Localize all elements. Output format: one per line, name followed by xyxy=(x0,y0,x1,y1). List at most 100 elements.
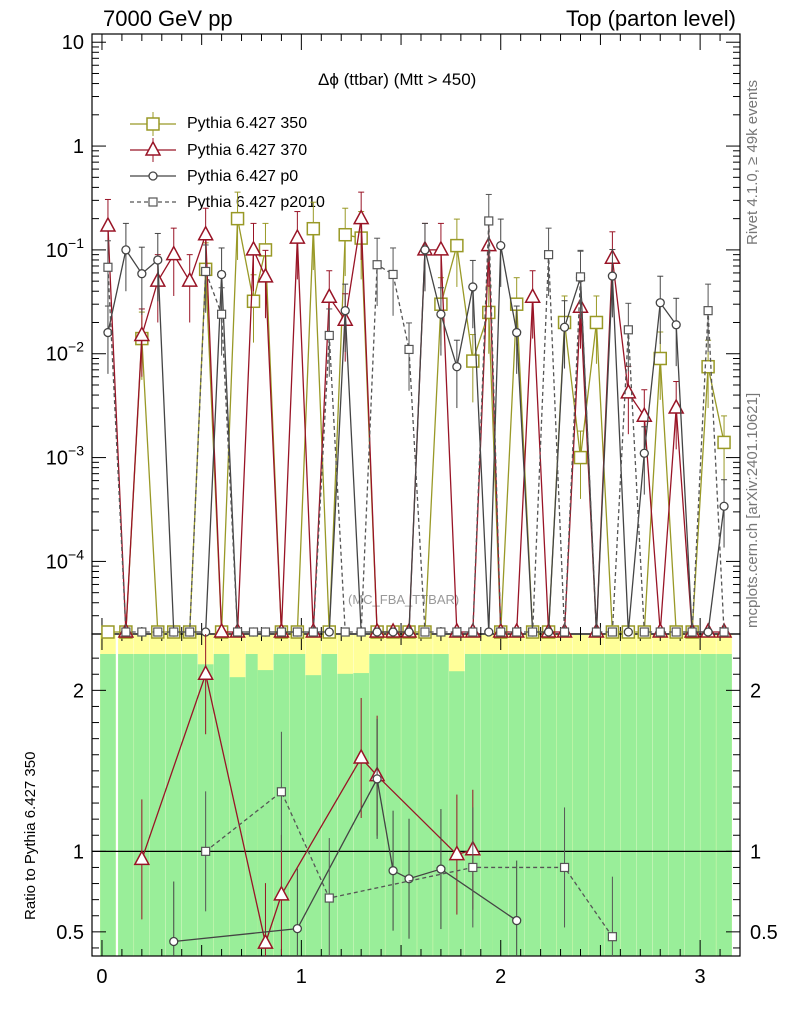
data-point-floor-3 xyxy=(260,627,271,637)
data-point-2 xyxy=(153,255,163,265)
data-point-2 xyxy=(103,327,113,338)
data-point-3 xyxy=(575,272,586,282)
data-point-2 xyxy=(452,362,462,372)
series-line-1 xyxy=(107,218,725,633)
data-point-floor-3 xyxy=(169,627,179,637)
data-point-3 xyxy=(324,330,334,341)
legend-marker-2 xyxy=(148,171,158,181)
data-point-3 xyxy=(388,269,398,280)
ratio-band-green xyxy=(433,654,449,956)
data-point-floor-2 xyxy=(388,627,398,637)
data-point-floor-3 xyxy=(232,627,243,637)
ratio-band-green xyxy=(149,654,166,956)
data-point-0 xyxy=(450,238,464,253)
data-point-2 xyxy=(639,448,649,458)
data-point-0 xyxy=(653,351,667,366)
ratio-point-0 xyxy=(448,844,466,861)
legend-label-350: Pythia 6.427 350 xyxy=(187,115,308,132)
data-point-1 xyxy=(165,245,183,261)
data-point-floor-3 xyxy=(639,627,649,637)
plot-title: Δϕ (ttbar) (Mtt > 450) xyxy=(318,70,477,89)
data-point-floor-2 xyxy=(404,627,414,637)
data-point-floor-3 xyxy=(452,627,462,637)
x-tick-label: 2 xyxy=(495,966,506,988)
data-point-2 xyxy=(671,320,681,330)
data-point-floor-2 xyxy=(623,627,633,637)
data-point-floor-1 xyxy=(213,622,230,638)
ratio-y-tick-label: 1 xyxy=(73,841,84,863)
data-point-floor-3 xyxy=(248,627,259,637)
data-point-floor-2 xyxy=(372,627,382,637)
legend-marker-1 xyxy=(144,140,162,156)
data-point-floor-3 xyxy=(468,627,478,637)
y-tick-label: 10−2 xyxy=(46,339,84,366)
data-point-3 xyxy=(372,260,382,270)
data-point-floor-3 xyxy=(137,627,147,637)
ratio-y-tick-label: 1 xyxy=(750,841,761,863)
data-point-floor-3 xyxy=(655,627,665,637)
data-point-floor-3 xyxy=(121,627,131,637)
y-tick-label: 10 xyxy=(62,32,84,54)
ratio-line-2 xyxy=(205,790,613,938)
data-point-2 xyxy=(496,240,506,251)
ratio-y-tick-label: 0.5 xyxy=(750,922,778,944)
data-point-floor-3 xyxy=(292,627,302,637)
ratio-band-green xyxy=(305,675,322,956)
ratio-band-green xyxy=(652,654,669,956)
legend-label-p2010: Pythia 6.427 p2010 xyxy=(187,194,325,211)
data-point-floor-3 xyxy=(340,627,350,637)
data-point-3 xyxy=(201,266,211,277)
data-point-1 xyxy=(289,228,306,244)
ratio-band-green xyxy=(213,654,230,956)
ratio-band-green xyxy=(385,654,401,956)
ratio-plot-frame xyxy=(91,633,741,957)
y-tick-label: 10−3 xyxy=(46,443,84,470)
data-point-floor-3 xyxy=(496,627,506,637)
data-point-floor-3 xyxy=(356,627,366,637)
ratio-point-2 xyxy=(607,932,617,942)
data-point-floor-0 xyxy=(101,625,115,639)
data-point-floor-3 xyxy=(276,627,287,637)
series-line-0 xyxy=(107,218,725,633)
ratio-line-0 xyxy=(141,671,474,946)
data-point-0 xyxy=(338,227,352,242)
data-point-3 xyxy=(217,309,227,319)
data-point-1 xyxy=(245,240,262,256)
data-point-floor-2 xyxy=(543,627,554,637)
ratio-band-green xyxy=(604,654,621,956)
legend-marker-3 xyxy=(148,197,158,207)
ratio-band-green xyxy=(181,654,198,956)
data-point-2 xyxy=(607,271,618,281)
legend-marker-0 xyxy=(146,117,160,131)
ratio-band-green xyxy=(684,654,700,956)
ratio-band-green xyxy=(572,654,589,956)
data-point-0 xyxy=(589,315,604,330)
ratio-point-1 xyxy=(436,864,446,874)
data-point-floor-3 xyxy=(671,627,681,637)
ratio-point-1 xyxy=(292,923,303,934)
data-point-0 xyxy=(230,211,245,226)
ratio-band-green xyxy=(540,654,557,956)
data-point-1 xyxy=(352,209,370,225)
ratio-band-green xyxy=(480,654,497,956)
ratio-band-green xyxy=(636,654,653,956)
ratio-point-0 xyxy=(133,849,151,866)
ratio-band-green xyxy=(100,654,116,956)
ratio-point-1 xyxy=(372,774,382,784)
data-point-1 xyxy=(197,225,214,241)
data-point-floor-3 xyxy=(607,627,617,637)
data-point-1 xyxy=(257,267,274,283)
legend-label-p0: Pythia 6.427 p0 xyxy=(187,168,299,185)
data-point-floor-3 xyxy=(528,627,538,637)
ratio-band-green xyxy=(508,654,525,956)
data-point-2 xyxy=(436,309,446,319)
ratio-y-tick-label: 2 xyxy=(73,680,84,702)
ratio-point-1 xyxy=(388,866,398,876)
data-point-2 xyxy=(340,305,350,316)
ratio-band-green xyxy=(245,654,262,956)
data-point-floor-2 xyxy=(324,627,334,637)
ratio-band-green xyxy=(668,654,685,956)
header-energy: 7000 GeV pp xyxy=(103,6,233,31)
x-tick-label: 0 xyxy=(96,966,107,988)
